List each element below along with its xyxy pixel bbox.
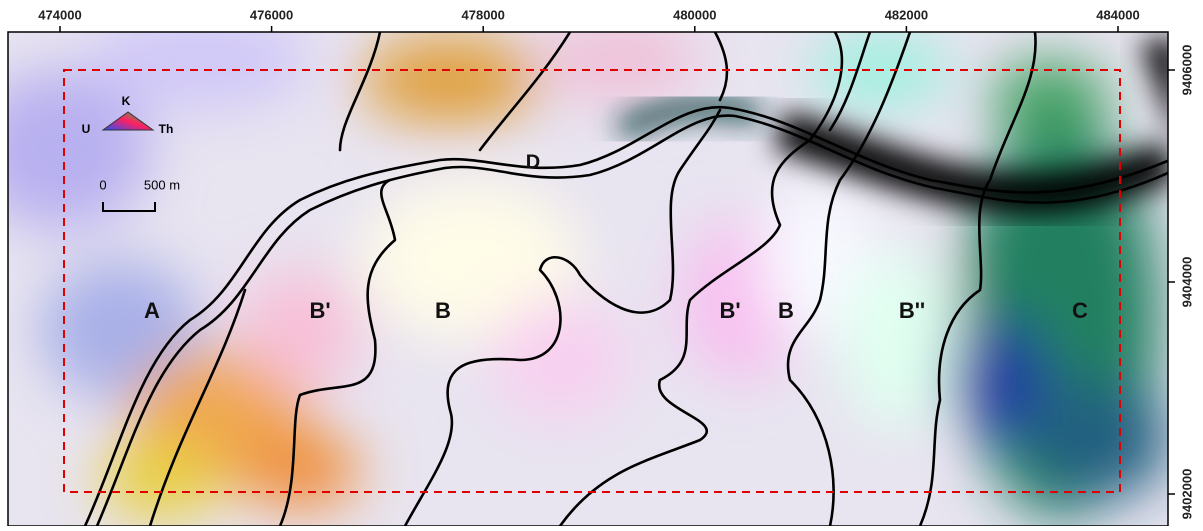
x-tick-label: 480000 [673,7,716,22]
zone-label: C [1072,298,1088,323]
y-tick-label: 9404000 [1179,257,1194,308]
zone-label: B [778,298,794,323]
zone-label: A [144,298,160,323]
scale-end: 500 m [144,177,180,192]
legend-k: K [122,94,131,108]
x-tick-label: 474000 [38,7,81,22]
y-tick-label: 9406000 [1179,45,1194,96]
zone-label: B'' [899,298,925,323]
zone-label: B' [309,298,330,323]
zone-label: B [435,298,451,323]
image-background [0,10,1180,526]
x-tick-label: 478000 [462,7,505,22]
y-tick-label: 9402000 [1179,469,1194,520]
x-tick-label: 482000 [885,7,928,22]
x-tick-label: 476000 [250,7,293,22]
legend-th: Th [159,122,174,136]
x-tick-label: 484000 [1096,7,1139,22]
map: A B' B B' B B'' C D K U Th 0 500 m 47400… [0,0,1203,526]
legend-u: U [82,122,91,136]
scale-start: 0 [99,177,106,192]
zone-label: B' [719,298,740,323]
zone-label: D [526,151,540,173]
